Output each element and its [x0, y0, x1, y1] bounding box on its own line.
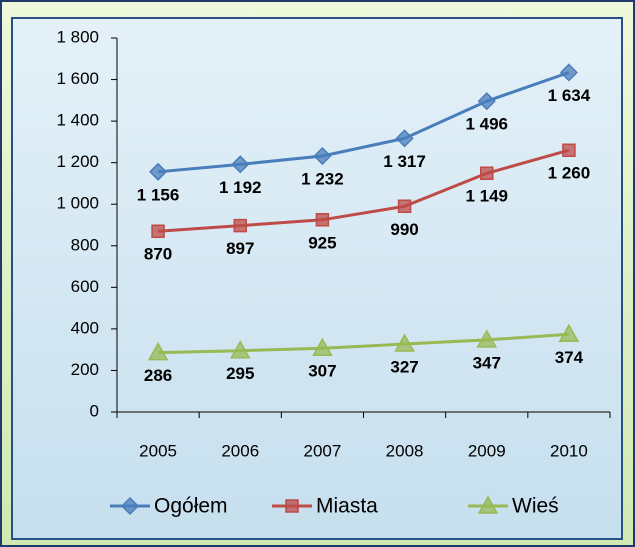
data-label: 1 156 [137, 185, 180, 204]
series-line [157, 148, 570, 233]
y-tick-label: 1 000 [56, 194, 99, 213]
data-point [477, 92, 496, 111]
data-point [558, 323, 580, 343]
data-point [151, 224, 165, 238]
data-label: 897 [226, 239, 254, 258]
legend-label: Ogółem [154, 495, 228, 518]
data-label: 870 [144, 245, 172, 264]
data-label: 1 496 [465, 115, 508, 134]
data-point [231, 155, 250, 174]
data-label: 286 [144, 366, 172, 385]
data-label: 1 232 [301, 170, 344, 189]
data-label: 1 149 [465, 187, 508, 206]
data-label: 990 [390, 220, 418, 239]
data-point [149, 162, 168, 181]
data-label: 925 [308, 233, 336, 252]
legend-marker [285, 499, 299, 513]
y-tick-label: 1 800 [56, 27, 99, 46]
data-label: 374 [555, 348, 584, 367]
data-point [476, 329, 498, 348]
data-point [313, 146, 332, 166]
data-point [229, 340, 251, 359]
series-line [157, 71, 570, 174]
data-label: 347 [473, 353, 501, 372]
y-tick-label: 400 [71, 318, 99, 337]
legend-marker [120, 496, 140, 516]
data-label: 1 317 [383, 152, 426, 171]
x-tick-label: 2008 [386, 441, 424, 460]
data-point [480, 166, 494, 181]
y-tick-label: 0 [90, 401, 99, 420]
plot-panel [11, 17, 623, 540]
y-tick-label: 1 600 [56, 69, 99, 88]
x-tick-label: 2006 [221, 441, 259, 460]
y-tick-label: 800 [71, 235, 99, 254]
data-label: 295 [226, 364, 254, 383]
y-tick-label: 1 200 [56, 152, 99, 171]
y-tick-label: 600 [71, 277, 99, 296]
data-point [562, 143, 576, 157]
data-label: 1 634 [548, 86, 591, 105]
x-tick-label: 2005 [139, 441, 177, 460]
data-point [394, 333, 415, 352]
data-point [395, 129, 414, 148]
data-point [559, 63, 578, 82]
y-tick-label: 200 [71, 360, 99, 379]
data-label: 327 [390, 358, 418, 377]
legend-label: Miasta [316, 495, 378, 518]
series-line [158, 332, 570, 355]
data-label: 1 260 [548, 164, 591, 183]
data-point [397, 199, 412, 214]
x-tick-label: 2007 [304, 441, 342, 460]
legend-marker [477, 495, 499, 514]
legend-label: Wieś [512, 495, 559, 518]
data-label: 1 192 [219, 178, 262, 197]
data-point [147, 342, 169, 361]
data-label: 307 [308, 362, 336, 381]
y-tick-label: 1 400 [56, 111, 99, 130]
data-point [312, 337, 333, 356]
x-tick-label: 2009 [468, 441, 506, 460]
data-point [315, 213, 330, 227]
x-tick-label: 2010 [550, 441, 588, 460]
data-point [233, 218, 247, 233]
